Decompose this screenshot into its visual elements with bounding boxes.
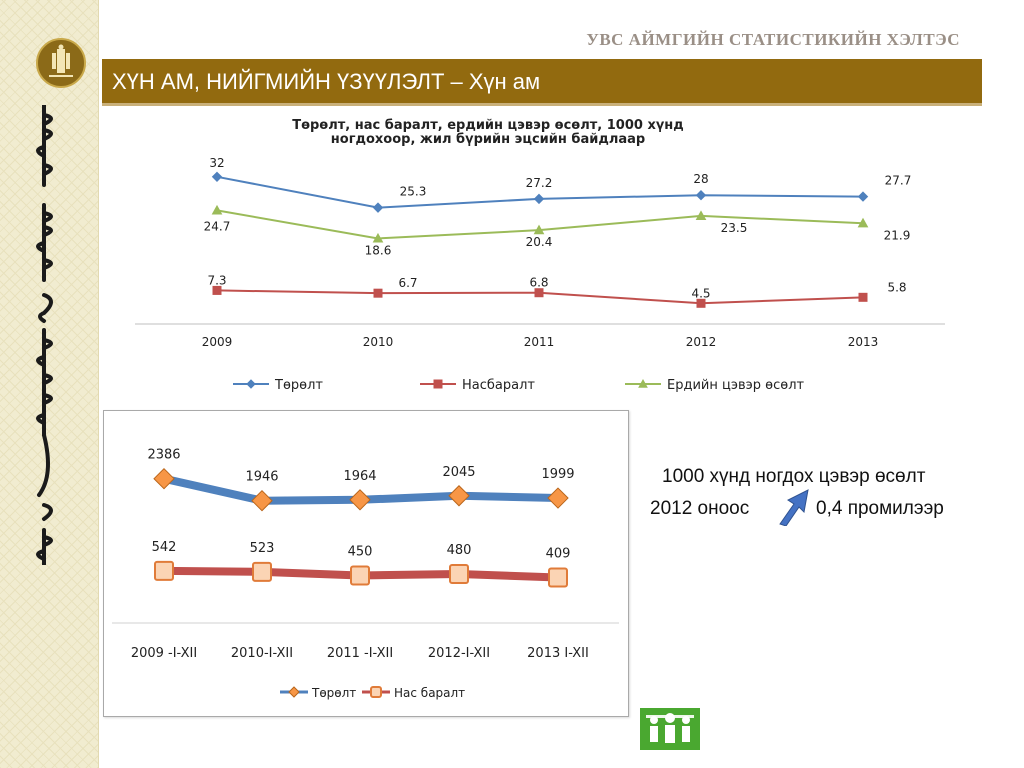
chart2-point [350,565,370,586]
chart1-point [372,202,384,213]
chart2-data-label: 2386 [147,448,180,463]
chart2-legend-marker [288,686,300,698]
chart1-data-label: 20.4 [526,235,553,249]
counts-chart-frame: 2386 1946 1964 2045 1999 542 523 450 480 409 2009… [103,410,629,717]
decorative-sidebar [0,0,99,768]
chart2-legend: Төрөлт Нас баралт [280,686,465,700]
chart1-tick-label: 2009 [202,335,233,349]
chart2-tick-label: 2013 I-XII [527,646,589,661]
chart2-point [349,489,371,511]
chart2-legend-label: Нас баралт [394,686,465,700]
chart1-point [534,288,544,298]
chart1-data-label: 6.7 [398,276,417,290]
chart1-data-label: 28 [693,172,708,186]
chart2-point [547,487,569,509]
chart1-point [695,210,707,220]
chart1-point [696,298,706,308]
chart2-data-label: 1946 [245,470,278,485]
chart1-point [211,204,223,215]
chart1-tick-label: 2011 [524,335,555,349]
chart2-data-label: 480 [447,543,472,558]
mongolian-script-icon [30,103,85,567]
chart2-tick-label: 2009 -I-XII [131,646,197,661]
chart2-data-label: 1999 [541,467,574,482]
chart1-point [857,191,869,202]
chart1-point [211,171,223,183]
chart1-point [372,232,384,243]
chart1-title-line1: Төрөлт, нас баралт, ердийн цэвэр өсөлт, … [292,118,684,133]
chart1-legend-marker [638,378,648,388]
chart1-point [533,193,545,205]
organization-name: УВС АЙМГИЙН СТАТИСТИКИЙН ХЭЛТЭС [586,30,960,49]
title-bar: ХҮН АМ, НИЙГМИЙН ҮЗҮҮЛЭЛТ – Хүн ам [102,59,982,106]
chart1-legend-marker [433,379,443,389]
counts-line-chart: 2386 1946 1964 2045 1999 542 523 450 480 409 2009… [112,448,619,700]
chart2-data-label: 409 [546,547,571,562]
statistics-emblem-icon [36,38,86,88]
chart1-data-label: 7.3 [207,273,226,287]
chart2-tick-label: 2011 -I-XII [327,646,393,661]
chart1-point [212,285,222,295]
chart1-point [857,217,869,228]
chart2-point [251,489,273,512]
chart2-tick-label: 2012-I-XII [428,646,490,661]
chart1-legend-label: Насбаралт [462,378,535,393]
page-title: ХҮН АМ, НИЙГМИЙН ҮЗҮҮЛЭЛТ – Хүн ам [112,69,541,94]
chart2-point [448,485,470,507]
chart1-data-label: 27.7 [885,174,912,188]
up-arrow-icon [779,489,809,526]
chart2-legend-marker [370,686,382,698]
chart1-point [533,224,545,235]
chart2-data-label: 542 [152,540,177,555]
chart1-tick-label: 2013 [848,335,879,349]
chart2-data-label: 2045 [442,465,475,480]
chart1-point [373,288,383,298]
chart2-tick-label: 2010-I-XII [231,646,293,661]
chart1-data-label: 5.8 [887,280,906,294]
chart1-data-label: 27.2 [526,176,553,190]
chart1-data-label: 24.7 [204,219,231,233]
chart1-data-label: 21.9 [884,228,911,242]
chart2-point [252,561,272,582]
chart2-data-label: 523 [250,541,275,556]
chart2-point [154,560,174,581]
rates-line-chart: Төрөлт, нас баралт, ердийн цэвэр өсөлт, … [135,118,945,393]
chart1-legend: Төрөлт Насбаралт Ердийн цэвэр өсөлт [233,378,805,393]
chart1-title-line2: ногдохоор, жил бүрийн эцсийн байдлаар [331,132,645,147]
chart1-legend-label: Төрөлт [274,378,323,393]
chart1-data-label: 32 [209,156,224,170]
chart2-point [153,467,175,490]
note-line1: 1000 хүнд ногдох цэвэр өсөлт [662,466,926,487]
chart2-data-label: 1964 [343,469,376,484]
chart1-tick-label: 2010 [363,335,394,349]
chart1-data-label: 25.3 [400,185,427,199]
note-line2-left: 2012 оноос [650,498,750,519]
chart1-tick-label: 2012 [686,335,717,349]
chart1-point [695,189,707,201]
chart1-point [858,292,868,302]
sidebar-pattern [0,0,98,768]
chart1-legend-marker [246,379,256,389]
chart2-data-label: 450 [348,545,373,560]
family-logo-icon [640,708,700,750]
chart2-legend-label: Төрөлт [311,686,356,700]
chart1-legend-label: Ердийн цэвэр өсөлт [667,378,805,393]
chart1-data-label: 6.8 [529,276,548,290]
chart2-point [548,567,568,588]
chart1-data-label: 18.6 [365,243,392,257]
note-line2-right: 0,4 промилээр [816,498,944,519]
chart1-data-label: 23.5 [721,221,748,235]
chart2-point [449,564,469,584]
chart1-data-label: 4.5 [691,286,710,300]
